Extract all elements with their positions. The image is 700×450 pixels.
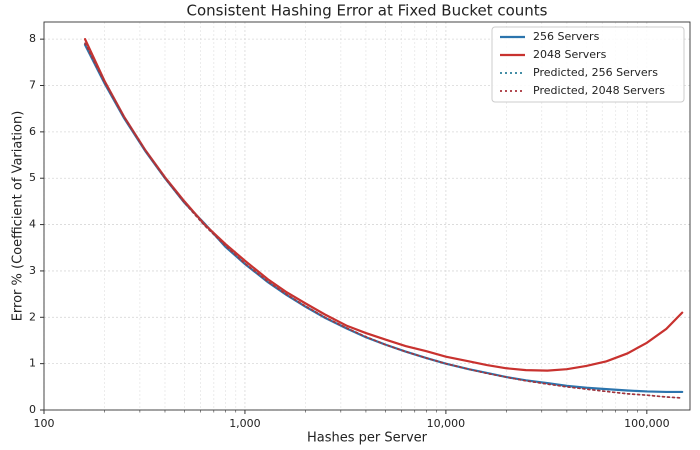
- y-tick-label: 5: [29, 171, 36, 184]
- y-tick-label: 6: [29, 125, 36, 138]
- legend-box: [491, 26, 685, 103]
- series-line: [84, 42, 684, 399]
- legend-label: 2048 Servers: [533, 48, 607, 61]
- legend-label: Predicted, 2048 Servers: [533, 84, 665, 97]
- x-tick-label: 100: [34, 417, 55, 430]
- legend: 256 Servers 2048 Servers Predicted, 256 Se…: [491, 26, 685, 103]
- y-tick-label: 8: [29, 32, 36, 45]
- legend-label: Predicted, 256 Servers: [533, 66, 658, 79]
- x-tick-label: 100,000: [624, 417, 670, 430]
- y-tick-label: 7: [29, 79, 36, 92]
- legend-label: 256 Servers: [533, 30, 600, 43]
- y-tick-label: 3: [29, 264, 36, 277]
- y-tick-label: 0: [29, 403, 36, 416]
- y-tick-label: 1: [29, 357, 36, 370]
- y-tick-label: 4: [29, 218, 36, 231]
- series-line: [83, 38, 684, 372]
- plot-frame: [43, 21, 691, 411]
- x-axis-label: Hashes per Server: [307, 431, 428, 446]
- chart-title: Consistent Hashing Error at Fixed Bucket…: [187, 2, 548, 20]
- x-tick-label: 1,000: [229, 417, 261, 430]
- x-tick-label: 10,000: [427, 417, 466, 430]
- y-axis-label: Error % (Coefficient of Variation): [11, 111, 26, 322]
- y-tick-label: 2: [29, 310, 36, 323]
